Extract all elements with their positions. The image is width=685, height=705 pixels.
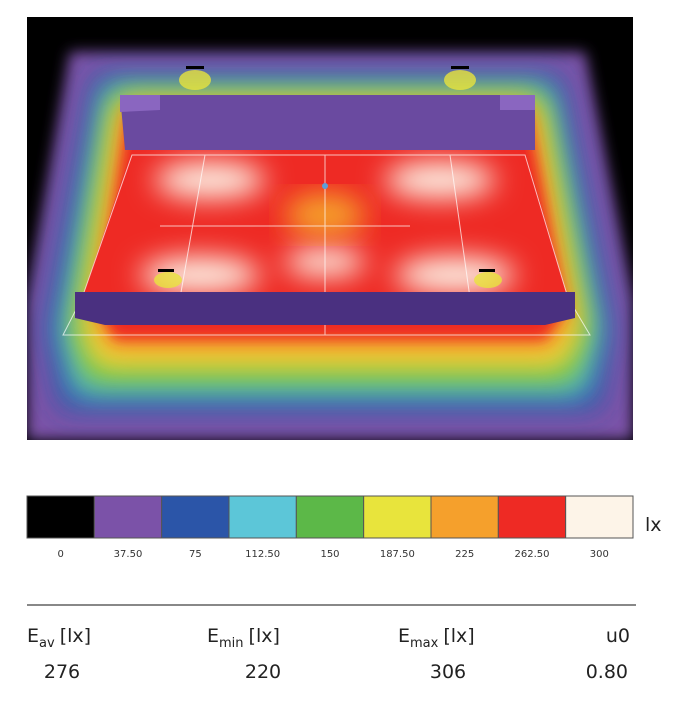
stat-unit: [lx] bbox=[443, 625, 474, 647]
scale-unit: lx bbox=[645, 514, 662, 536]
stat-symbol: E bbox=[398, 625, 410, 647]
scale-swatch bbox=[26, 495, 95, 539]
stat-header: Emax [lx] bbox=[398, 625, 475, 651]
stat-header: u0 bbox=[606, 625, 630, 647]
stat-unit: [lx] bbox=[249, 625, 280, 647]
scale-swatch bbox=[565, 495, 634, 539]
scale-swatch bbox=[497, 495, 567, 539]
scale-label: 0 bbox=[57, 549, 63, 560]
illuminance-render bbox=[27, 17, 633, 440]
scale-swatch bbox=[363, 495, 432, 539]
stat-unit: [lx] bbox=[60, 625, 91, 647]
stat-symbol: E bbox=[27, 625, 39, 647]
scale-label: 187.50 bbox=[380, 549, 415, 560]
scale-label: 262.50 bbox=[515, 549, 550, 560]
scale-swatch bbox=[93, 495, 163, 539]
scale-label: 225 bbox=[455, 549, 474, 560]
scale-label: 150 bbox=[320, 549, 339, 560]
scale-label: 37.50 bbox=[114, 549, 143, 560]
stat-subscript: max bbox=[410, 636, 439, 651]
scale-swatch bbox=[161, 495, 230, 539]
stat-subscript: min bbox=[219, 636, 244, 651]
stat-value: 0.80 bbox=[586, 661, 628, 683]
scale-label: 300 bbox=[590, 549, 609, 560]
stat-symbol: E bbox=[207, 625, 219, 647]
stat-symbol: u0 bbox=[606, 625, 630, 647]
stat-header: Eav [lx] bbox=[27, 625, 91, 651]
color-scale: 0 37.50 75 112.50 150 187.50 225 262.50 300 bbox=[26, 495, 634, 560]
scale-swatch bbox=[228, 495, 297, 539]
stat-value: 220 bbox=[245, 661, 281, 683]
scale-swatch bbox=[430, 495, 499, 539]
scale-label: 112.50 bbox=[245, 549, 280, 560]
stat-value: 306 bbox=[430, 661, 466, 683]
scale-swatch bbox=[295, 495, 365, 539]
stat-value: 276 bbox=[44, 661, 80, 683]
stat-header: Emin [lx] bbox=[207, 625, 280, 651]
stat-subscript: av bbox=[39, 636, 55, 651]
scale-label: 75 bbox=[189, 549, 202, 560]
